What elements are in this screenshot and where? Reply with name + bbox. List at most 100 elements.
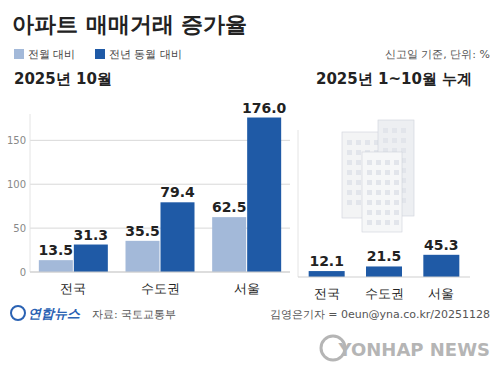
window	[356, 150, 361, 155]
window	[356, 140, 361, 145]
bars	[39, 118, 281, 272]
category-label: 수도권	[141, 281, 180, 296]
bar	[161, 202, 195, 272]
chart-1: 2025년 1~10월 누계 12.1 전국 21.5 수도권 45.3 서울	[298, 70, 472, 301]
legend-label: 전월 대비	[28, 48, 76, 61]
chart-canvas: 아파트 매매거래 증가율신고일 기준, 단위: % 전월 대비 전년 동월 대비 20…	[0, 0, 500, 380]
bar	[366, 266, 402, 277]
data-label: 176.0	[242, 100, 287, 116]
category-label: 수도권	[365, 286, 404, 301]
window	[367, 190, 372, 195]
data-label: 21.5	[367, 248, 402, 264]
bar	[212, 217, 246, 272]
window	[383, 128, 388, 133]
credit: 김영은기자 = 0eun@yna.co.kr/20251128	[270, 308, 490, 321]
bar	[39, 260, 73, 272]
data-label: 31.3	[74, 227, 109, 243]
window	[367, 200, 372, 205]
y-axis-line	[298, 130, 299, 277]
logo: 연합뉴스	[28, 306, 81, 321]
window	[347, 140, 352, 145]
window	[347, 150, 352, 155]
chart-title: 2025년 10월	[14, 70, 112, 88]
title: 아파트 매매거래 증가율	[12, 12, 247, 37]
window	[394, 220, 399, 225]
window	[401, 128, 406, 133]
data-label: 79.4	[160, 184, 195, 200]
window	[356, 190, 361, 195]
tick-label: 0	[20, 267, 26, 278]
window	[394, 180, 399, 185]
window	[394, 210, 399, 215]
building-illustration	[342, 120, 414, 232]
bar	[247, 118, 281, 272]
window	[385, 170, 390, 175]
y-axis-line	[30, 114, 31, 272]
bar	[126, 241, 160, 272]
bar	[423, 255, 459, 277]
bar	[309, 271, 345, 277]
tick-label: 50	[13, 223, 26, 234]
note: 신고일 기준, 단위: %	[385, 48, 490, 61]
window	[347, 180, 352, 185]
watermark: YONHAP NEWS	[338, 339, 490, 360]
legend-swatch	[14, 49, 24, 59]
data-label: 35.5	[125, 223, 160, 239]
window	[401, 138, 406, 143]
data-label: 62.5	[212, 199, 247, 215]
window	[376, 220, 381, 225]
window	[367, 160, 372, 165]
building	[362, 152, 402, 232]
data-label: 45.3	[424, 237, 459, 253]
window	[394, 160, 399, 165]
window	[385, 200, 390, 205]
window	[367, 170, 372, 175]
source: 자료: 국토교통부	[92, 308, 176, 321]
chart-title: 2025년 1~10월 누계	[316, 70, 472, 88]
category-label: 서울	[234, 281, 260, 296]
window	[347, 160, 352, 165]
window	[376, 210, 381, 215]
window	[367, 180, 372, 185]
window	[356, 200, 361, 205]
data-label: 13.5	[39, 242, 74, 258]
window	[356, 170, 361, 175]
chart-0: 2025년 10월 0 50 100 150 13.531.3 전국 35.5 79.4 수도권 6…	[7, 70, 290, 296]
baseline	[30, 272, 290, 273]
window	[392, 128, 397, 133]
window	[394, 200, 399, 205]
window	[376, 180, 381, 185]
legend-swatch	[95, 49, 105, 59]
window	[367, 210, 372, 215]
window	[347, 170, 352, 175]
window	[394, 190, 399, 195]
window	[385, 180, 390, 185]
bar	[74, 245, 108, 272]
window	[347, 190, 352, 195]
window	[367, 220, 372, 225]
window	[376, 170, 381, 175]
window	[385, 220, 390, 225]
window	[376, 160, 381, 165]
window	[356, 180, 361, 185]
window	[383, 138, 388, 143]
window	[385, 210, 390, 215]
window	[385, 190, 390, 195]
window	[347, 200, 352, 205]
tick-label: 150	[7, 135, 26, 146]
window	[392, 138, 397, 143]
window	[365, 140, 370, 145]
window	[376, 200, 381, 205]
tick-label: 100	[7, 179, 26, 190]
baseline	[298, 277, 470, 278]
data-label: 12.1	[309, 253, 344, 269]
legend-label: 전년 동월 대비	[109, 48, 182, 61]
category-label: 서울	[428, 286, 454, 301]
logo-mark	[11, 306, 25, 320]
window	[385, 160, 390, 165]
category-label: 전국	[314, 286, 340, 301]
grid-line	[30, 272, 290, 273]
window	[376, 190, 381, 195]
category-label: 전국	[60, 281, 86, 296]
window	[356, 160, 361, 165]
